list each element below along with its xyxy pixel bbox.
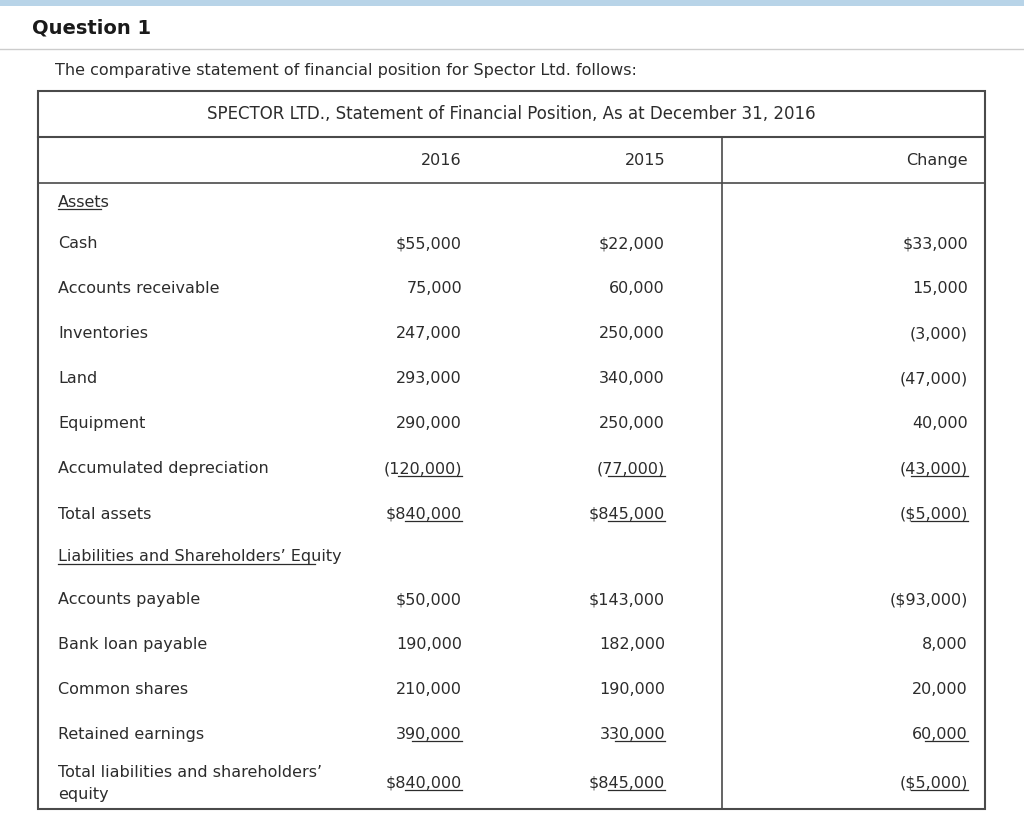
Text: ($5,000): ($5,000) bbox=[900, 776, 968, 791]
Text: 247,000: 247,000 bbox=[396, 327, 462, 342]
Text: 40,000: 40,000 bbox=[912, 416, 968, 432]
Text: (47,000): (47,000) bbox=[900, 371, 968, 387]
Text: Bank loan payable: Bank loan payable bbox=[58, 637, 207, 652]
Text: $840,000: $840,000 bbox=[386, 507, 462, 521]
FancyBboxPatch shape bbox=[0, 0, 1024, 6]
Text: (3,000): (3,000) bbox=[910, 327, 968, 342]
Text: 250,000: 250,000 bbox=[599, 327, 665, 342]
Text: Total assets: Total assets bbox=[58, 507, 152, 521]
Text: $33,000: $33,000 bbox=[902, 236, 968, 251]
Text: 330,000: 330,000 bbox=[599, 727, 665, 742]
Text: The comparative statement of financial position for Spector Ltd. follows:: The comparative statement of financial p… bbox=[55, 62, 637, 77]
Text: Retained earnings: Retained earnings bbox=[58, 727, 204, 742]
Text: 390,000: 390,000 bbox=[396, 727, 462, 742]
Text: Question 1: Question 1 bbox=[32, 18, 152, 37]
Text: 340,000: 340,000 bbox=[599, 371, 665, 387]
Text: (43,000): (43,000) bbox=[900, 461, 968, 476]
Text: SPECTOR LTD., Statement of Financial Position, As at December 31, 2016: SPECTOR LTD., Statement of Financial Pos… bbox=[207, 105, 816, 123]
Text: 20,000: 20,000 bbox=[912, 682, 968, 697]
Text: Common shares: Common shares bbox=[58, 682, 188, 697]
Text: 60,000: 60,000 bbox=[609, 282, 665, 296]
Text: 190,000: 190,000 bbox=[396, 637, 462, 652]
Text: $50,000: $50,000 bbox=[396, 592, 462, 607]
Text: (120,000): (120,000) bbox=[384, 461, 462, 476]
Text: $143,000: $143,000 bbox=[589, 592, 665, 607]
Text: Accounts payable: Accounts payable bbox=[58, 592, 201, 607]
Text: Assets: Assets bbox=[58, 195, 110, 209]
Text: 210,000: 210,000 bbox=[396, 682, 462, 697]
Text: Inventories: Inventories bbox=[58, 327, 148, 342]
Text: 290,000: 290,000 bbox=[396, 416, 462, 432]
Text: 60,000: 60,000 bbox=[912, 727, 968, 742]
Text: 182,000: 182,000 bbox=[599, 637, 665, 652]
Text: $840,000: $840,000 bbox=[386, 776, 462, 791]
Text: Change: Change bbox=[906, 153, 968, 167]
Text: 15,000: 15,000 bbox=[912, 282, 968, 296]
Text: $845,000: $845,000 bbox=[589, 507, 665, 521]
Text: 75,000: 75,000 bbox=[407, 282, 462, 296]
Text: $55,000: $55,000 bbox=[396, 236, 462, 251]
Text: Cash: Cash bbox=[58, 236, 97, 251]
Text: Accumulated depreciation: Accumulated depreciation bbox=[58, 461, 268, 476]
Text: (77,000): (77,000) bbox=[597, 461, 665, 476]
Text: 2015: 2015 bbox=[625, 153, 665, 167]
Text: 250,000: 250,000 bbox=[599, 416, 665, 432]
Text: $845,000: $845,000 bbox=[589, 776, 665, 791]
Text: Total liabilities and shareholders’: Total liabilities and shareholders’ bbox=[58, 765, 322, 780]
Text: 8,000: 8,000 bbox=[923, 637, 968, 652]
Text: equity: equity bbox=[58, 787, 109, 802]
Text: Land: Land bbox=[58, 371, 97, 387]
Text: 190,000: 190,000 bbox=[599, 682, 665, 697]
Text: ($93,000): ($93,000) bbox=[890, 592, 968, 607]
Text: ($5,000): ($5,000) bbox=[900, 507, 968, 521]
Text: Accounts receivable: Accounts receivable bbox=[58, 282, 219, 296]
Text: Equipment: Equipment bbox=[58, 416, 145, 432]
FancyBboxPatch shape bbox=[0, 6, 1024, 49]
Text: 293,000: 293,000 bbox=[396, 371, 462, 387]
Text: $22,000: $22,000 bbox=[599, 236, 665, 251]
Text: Liabilities and Shareholders’ Equity: Liabilities and Shareholders’ Equity bbox=[58, 549, 342, 564]
Text: 2016: 2016 bbox=[421, 153, 462, 167]
